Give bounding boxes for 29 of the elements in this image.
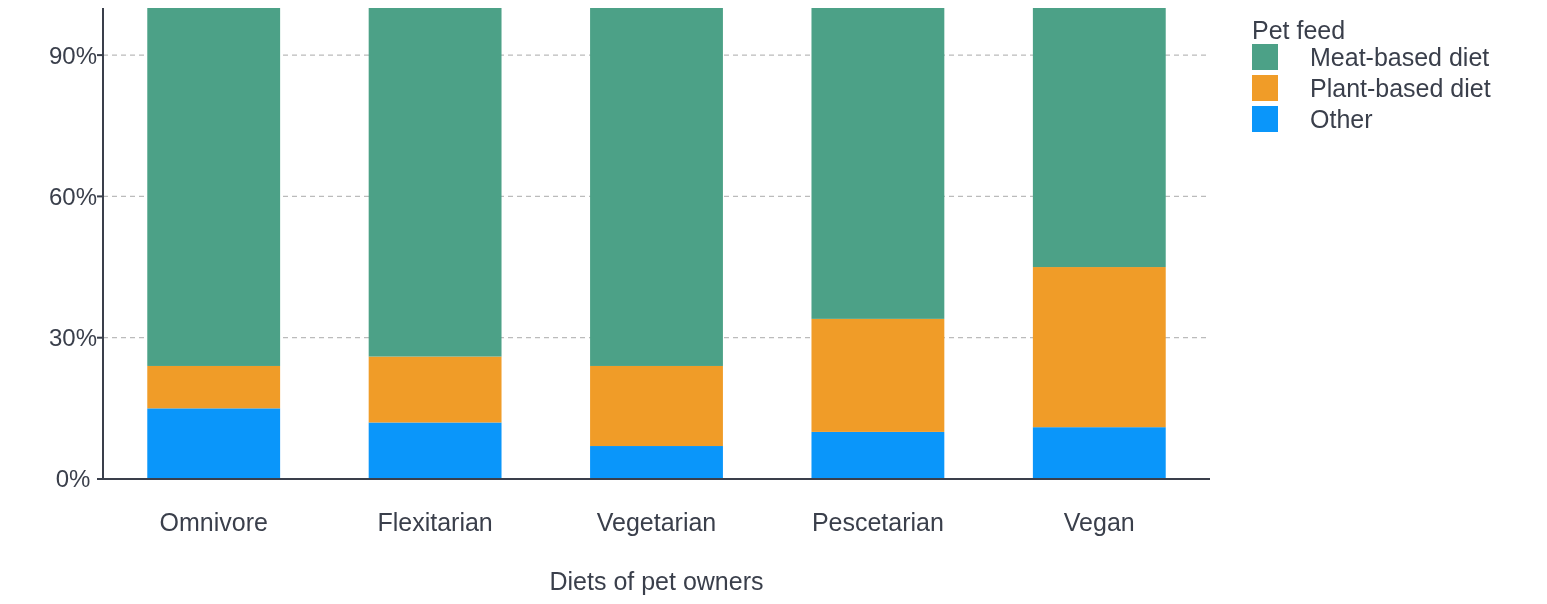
- legend-label: Other: [1310, 104, 1373, 133]
- legend-label: Meat-based diet: [1310, 42, 1490, 71]
- bar: [811, 318, 945, 432]
- x-tick-label: Vegetarian: [596, 508, 717, 536]
- legend-title: Pet feed: [1252, 15, 1346, 44]
- bar: [368, 422, 502, 479]
- bar: [147, 8, 281, 366]
- legend-label: Plant-based diet: [1310, 73, 1491, 102]
- bar: [368, 8, 502, 357]
- bar: [590, 446, 723, 479]
- x-tick-label: Pescetarian: [811, 508, 944, 536]
- bar: [147, 365, 281, 409]
- x-tick-label: Omnivore: [159, 508, 268, 536]
- bar: [147, 408, 281, 479]
- y-tick-label: 60%: [48, 182, 98, 210]
- y-tick-label: 90%: [48, 41, 98, 69]
- x-axis-title: Diets of pet owners: [549, 567, 764, 595]
- bar: [368, 356, 502, 423]
- x-tick-label: Vegan: [1063, 508, 1135, 536]
- x-tick-label: Flexitarian: [377, 508, 493, 536]
- bar: [1032, 8, 1166, 268]
- bar: [811, 8, 945, 319]
- y-tick-label: 30%: [48, 324, 98, 352]
- bar: [1032, 267, 1166, 428]
- bar: [1032, 427, 1166, 479]
- bar: [590, 8, 723, 366]
- y-tick-label: 0%: [55, 465, 91, 493]
- bar: [590, 365, 723, 447]
- bar: [811, 431, 945, 479]
